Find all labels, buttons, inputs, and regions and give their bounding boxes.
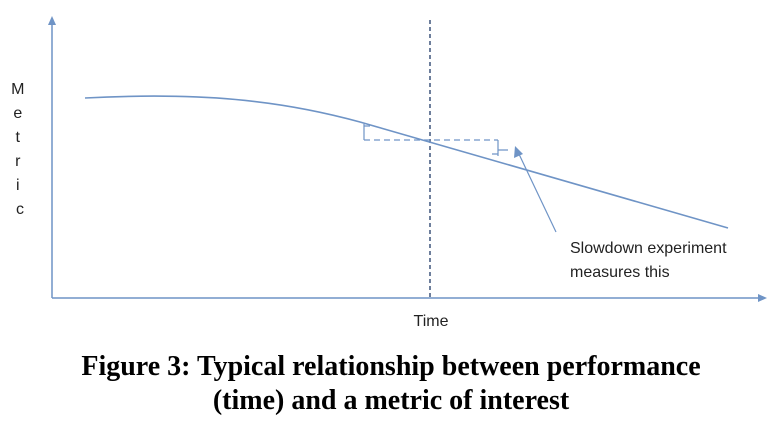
- metric-curve: [84, 95, 729, 229]
- figure-caption-line1: Figure 3: Typical relationship between p…: [81, 351, 701, 382]
- y-axis-label-char: r: [15, 153, 21, 170]
- annotation-text-line1: Slowdown experiment: [570, 240, 727, 257]
- y-axis-label-char: M: [11, 81, 24, 98]
- left-bracket: [363, 124, 370, 140]
- annotation-text-line2: measures this: [570, 264, 670, 281]
- right-bracket: [492, 140, 508, 156]
- y-axis-label-char: e: [13, 105, 22, 122]
- figure-caption-line2: (time) and a metric of interest: [212, 385, 570, 416]
- x-axis-arrowhead: [758, 294, 767, 302]
- figure-caption: Figure 3: Typical relationship between p…: [0, 350, 782, 418]
- y-axis-label-char: i: [16, 177, 20, 194]
- y-axis-label-char: t: [16, 129, 21, 146]
- annotation-arrow-line: [517, 151, 557, 233]
- x-axis-label: Time: [414, 313, 449, 330]
- y-axis-label: M e t r i c: [11, 81, 29, 218]
- y-axis-label-char: c: [16, 201, 24, 218]
- metric-vs-time-diagram: M e t r i c Time Slowdown experiment mea…: [11, 16, 767, 330]
- annotation-arrowhead: [514, 146, 523, 158]
- y-axis-arrowhead: [48, 16, 56, 25]
